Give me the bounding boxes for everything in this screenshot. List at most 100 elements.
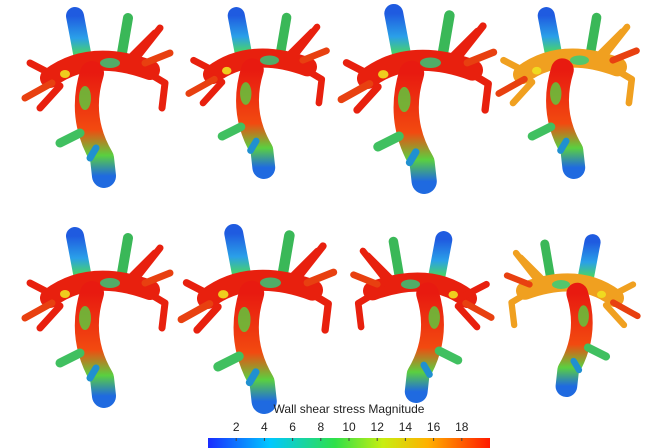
side-branch [353, 83, 382, 114]
vessel [177, 223, 338, 414]
wss-patch [260, 55, 279, 65]
branch [117, 13, 133, 58]
descending [393, 60, 437, 194]
lower-branch [55, 348, 85, 368]
side-branch [36, 302, 64, 332]
side-branch [185, 75, 218, 97]
branch [388, 236, 404, 280]
side-branch [141, 269, 174, 287]
wss-patch [397, 86, 411, 113]
lower-branch [55, 128, 85, 148]
lower-branch [557, 137, 570, 154]
wss-patch [60, 290, 70, 298]
descending [236, 58, 276, 180]
side-branch [459, 280, 490, 300]
descending [404, 282, 444, 404]
wss-patch [260, 277, 281, 288]
side-branch [303, 268, 338, 287]
wss-patch [237, 306, 251, 333]
side-branch [463, 48, 498, 67]
vessel [495, 7, 640, 180]
side-branch [359, 247, 388, 281]
colorbar-tick-label: 10 [342, 420, 356, 434]
colorbar-tick-label: 16 [427, 420, 441, 434]
branch [437, 10, 455, 58]
side-branch [337, 80, 374, 104]
colorbar: Wall shear stress Magnitude 2 4 6 8 10 12 14 16… [208, 402, 490, 448]
side-branch [141, 49, 174, 67]
side-branch [354, 285, 386, 331]
descending [74, 61, 116, 188]
lower-branch [405, 148, 420, 167]
wss-patch [60, 70, 70, 78]
vessel [185, 7, 330, 180]
wss-patch [552, 280, 570, 289]
side-branch [454, 302, 481, 331]
lower-branch [247, 137, 260, 154]
side-branch [503, 272, 533, 288]
colorbar-tick-label: 18 [455, 420, 469, 434]
colorbar-tick-label: 12 [371, 420, 385, 434]
side-branch [26, 279, 59, 300]
ascending-aorta [578, 234, 601, 284]
side-branch [500, 56, 531, 76]
wss-patch [222, 66, 232, 75]
lower-branch [570, 357, 583, 374]
colorbar-tick-label: 14 [399, 420, 413, 434]
side-branch [604, 61, 636, 107]
wss-patch [532, 66, 542, 75]
colorbar-tick-label: 6 [289, 420, 296, 434]
wss-patch [597, 290, 606, 298]
side-branch [607, 281, 637, 300]
side-branch [458, 64, 492, 114]
lower-branch [434, 346, 463, 365]
side-branch [21, 79, 56, 102]
side-branch [610, 299, 641, 320]
colorbar-tick-label: 2 [233, 420, 240, 434]
wss-patch [79, 86, 91, 110]
ascending-aorta [224, 223, 251, 282]
side-branch [26, 59, 59, 80]
vessel-renderings [21, 3, 641, 414]
ascending-aorta [428, 231, 453, 284]
side-branch [292, 23, 321, 57]
side-branch [182, 279, 217, 301]
side-branch [177, 300, 214, 324]
ascending-aorta [537, 7, 562, 60]
lower-branch [245, 368, 260, 387]
side-branch [134, 24, 164, 60]
descending [233, 280, 277, 414]
descending [74, 281, 116, 408]
side-branch [136, 284, 169, 332]
branch [586, 12, 602, 56]
descending [555, 282, 593, 398]
side-branch [602, 23, 631, 57]
side-branch [456, 22, 487, 60]
wss-patch [79, 306, 91, 330]
wss-patch [378, 70, 389, 79]
side-branch [602, 302, 628, 329]
wss-patch [218, 290, 229, 299]
ascending-aorta [66, 227, 91, 282]
ascending-aorta [384, 3, 411, 62]
side-branch [350, 271, 381, 288]
side-branch [509, 78, 536, 107]
wss-patch [448, 290, 458, 299]
branch [117, 233, 133, 278]
wss-patch [550, 82, 562, 105]
lower-branch [583, 343, 611, 361]
side-branch [508, 285, 538, 329]
lower-branch [86, 144, 100, 162]
lower-branch [213, 351, 244, 372]
side-branch [294, 61, 326, 107]
side-branch [298, 284, 332, 334]
wss-patch [240, 82, 252, 105]
lower-branch [217, 122, 246, 141]
side-branch [512, 249, 539, 282]
lower-branch [527, 122, 556, 141]
vessel [21, 227, 174, 408]
wss-patch [570, 55, 589, 65]
side-branch [190, 56, 221, 76]
wss-patch [420, 57, 441, 68]
